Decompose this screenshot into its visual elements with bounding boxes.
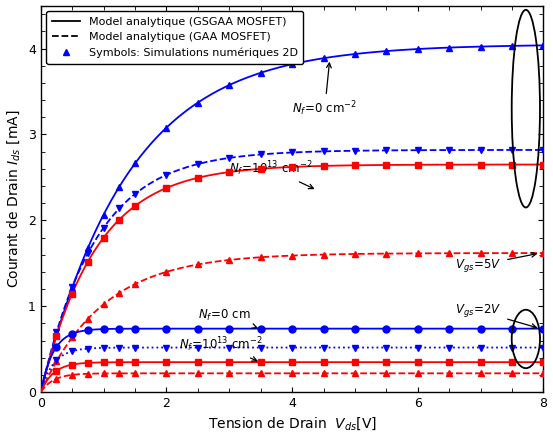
Text: $V_{gs}\!=\!5V$: $V_{gs}\!=\!5V$	[456, 252, 536, 274]
Text: $N_f\!=\!0\ \mathrm{cm}$: $N_f\!=\!0\ \mathrm{cm}$	[198, 308, 257, 328]
Legend: Model analytique (GSGAA MOSFET), Model analytique (GAA MOSFET), Symbols: Simulat: Model analytique (GSGAA MOSFET), Model a…	[46, 11, 303, 64]
Text: $N_f\!=\!0\ \mathrm{cm}^{-2}$: $N_f\!=\!0\ \mathrm{cm}^{-2}$	[292, 63, 357, 118]
Text: $V_{gs}\!=\!2V$: $V_{gs}\!=\!2V$	[456, 302, 536, 328]
Text: $N_f\!=\!10^{13}\ \mathrm{cm}^{-2}$: $N_f\!=\!10^{13}\ \mathrm{cm}^{-2}$	[229, 159, 314, 189]
Text: $N_f\!=\!10^{13}\ \mathrm{cm}^{-2}$: $N_f\!=\!10^{13}\ \mathrm{cm}^{-2}$	[179, 336, 263, 361]
Y-axis label: Courant de Drain $I_{ds}$ [mA]: Courant de Drain $I_{ds}$ [mA]	[6, 110, 22, 288]
X-axis label: Tension de Drain  $V_{ds}$[V]: Tension de Drain $V_{ds}$[V]	[207, 416, 377, 432]
